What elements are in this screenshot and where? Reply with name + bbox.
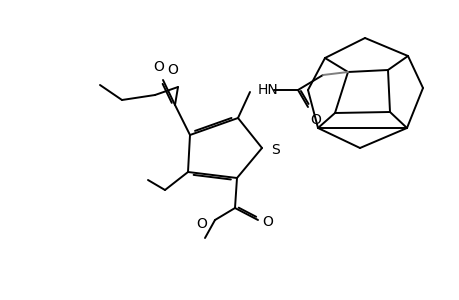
Text: O: O xyxy=(262,215,272,229)
Text: O: O xyxy=(167,63,178,77)
Text: HN: HN xyxy=(257,83,278,97)
Text: O: O xyxy=(196,217,207,231)
Text: O: O xyxy=(309,113,320,127)
Text: S: S xyxy=(270,143,279,157)
Text: O: O xyxy=(153,60,164,74)
